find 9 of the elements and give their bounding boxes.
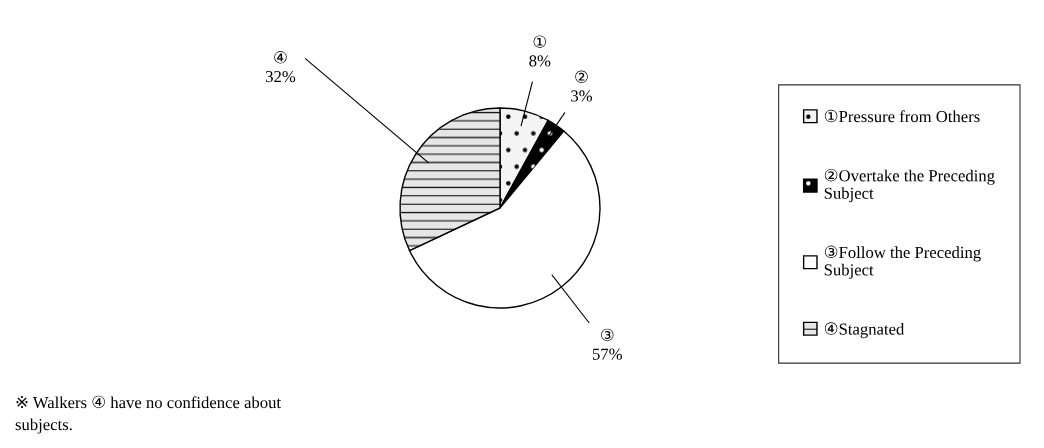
legend-label: ③Follow the Preceding Subject bbox=[824, 245, 981, 279]
data-label: ① 8% bbox=[529, 35, 551, 67]
data-label: ② 3% bbox=[571, 70, 593, 102]
legend-label: ④Stagnated bbox=[824, 322, 905, 339]
legend-label: ②Overtake the Preceding Subject bbox=[824, 168, 995, 203]
legend-label: ①Pressure from Others bbox=[824, 109, 980, 123]
text: ※ Walkers ④ have no confidence about subjects. bbox=[15, 395, 281, 434]
data-label: ④ 32% bbox=[266, 51, 296, 83]
data-label: ③ 57% bbox=[592, 328, 622, 360]
